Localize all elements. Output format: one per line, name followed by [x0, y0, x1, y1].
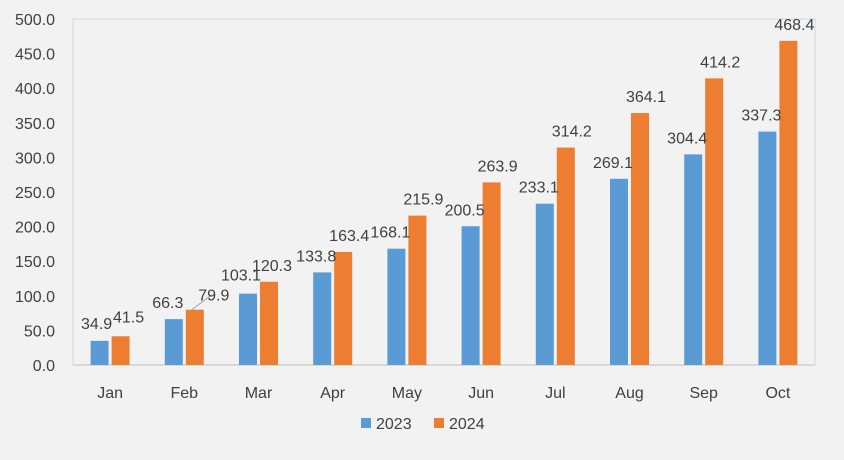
data-label: 233.1	[519, 180, 559, 197]
legend-swatch	[361, 418, 371, 428]
bar-2024-oct	[779, 40, 798, 366]
bar-2024-may	[408, 215, 427, 365]
bars-group	[90, 40, 798, 366]
bar-2023-jan	[90, 340, 109, 365]
legend: 2023 2024	[361, 416, 485, 433]
x-tick-label: Apr	[320, 385, 346, 402]
y-tick-label: 50.0	[24, 323, 55, 340]
bar-2024-jul	[556, 147, 575, 365]
y-tick-label: 250.0	[15, 185, 55, 202]
y-tick-label: 350.0	[15, 116, 55, 133]
bar-2024-jun	[482, 182, 501, 365]
bar-2023-apr	[313, 272, 332, 365]
y-tick-label: 500.0	[15, 12, 55, 29]
data-label: 414.2	[700, 54, 740, 71]
data-label: 120.3	[252, 258, 292, 275]
data-label: 269.1	[593, 155, 633, 172]
bar-2024-mar	[260, 281, 278, 365]
x-tick-label: Mar	[245, 385, 273, 402]
data-label: 66.3	[152, 295, 183, 312]
y-tick-label: 150.0	[15, 254, 55, 271]
data-label: 34.9	[81, 316, 112, 333]
bar-2023-aug	[610, 178, 628, 365]
x-tick-label: Sep	[689, 385, 718, 402]
bar-2023-mar	[239, 293, 257, 365]
bar-2024-aug	[631, 113, 649, 365]
data-label: 364.1	[626, 89, 666, 106]
legend-label: 2023	[376, 416, 412, 433]
y-tick-label: 300.0	[15, 150, 55, 167]
data-label: 314.2	[552, 124, 592, 141]
data-label: 163.4	[329, 228, 369, 245]
data-label: 215.9	[403, 192, 443, 209]
data-label: 263.9	[478, 158, 518, 175]
x-tick-label: Aug	[615, 385, 643, 402]
data-labels: 34.9 66.3 103.1 133.8 168.1 200.5 233.1 269.1 30…	[81, 17, 814, 333]
legend-swatch	[434, 418, 444, 428]
y-tick-label: 450.0	[15, 47, 55, 64]
bar-2023-may	[387, 248, 406, 365]
y-tick-label: 400.0	[15, 81, 55, 98]
bar-2024-sep	[705, 78, 724, 365]
bar-2024-jan	[111, 336, 130, 365]
data-label: 200.5	[445, 202, 485, 219]
bar-2024-apr	[334, 251, 353, 365]
bar-2023-jun	[461, 226, 480, 365]
bar-2023-jul	[535, 203, 554, 365]
x-tick-label: Oct	[765, 385, 790, 402]
y-axis-ticks: 0.0 50.0 100.0 150.0 200.0 250.0 300.0 350.0 400…	[15, 12, 55, 375]
bar-2023-sep	[684, 154, 703, 365]
data-label: 103.1	[221, 268, 261, 285]
bar-2023-oct	[758, 131, 777, 365]
legend-label: 2024	[449, 416, 485, 433]
x-tick-label: Jan	[97, 385, 123, 402]
x-tick-label: Feb	[171, 385, 199, 402]
data-label: 304.4	[667, 130, 707, 147]
leader-line	[191, 294, 213, 311]
data-label: 468.4	[774, 17, 814, 34]
y-tick-label: 200.0	[15, 220, 55, 237]
data-label: 168.1	[370, 225, 410, 242]
data-label: 41.5	[113, 309, 144, 326]
data-label: 133.8	[296, 248, 336, 265]
data-label: 79.9	[198, 288, 229, 305]
y-tick-label: 0.0	[33, 358, 55, 375]
leader-lines	[191, 294, 213, 311]
y-tick-label: 100.0	[15, 289, 55, 306]
data-label: 337.3	[741, 108, 781, 125]
x-axis-ticks: Jan Feb Mar Apr May Jun Jul Aug Sep Oct	[97, 385, 791, 402]
bar-2024-feb	[185, 309, 204, 365]
bar-2023-feb	[164, 319, 183, 365]
x-tick-label: Jul	[545, 385, 565, 402]
x-tick-label: Jun	[468, 385, 494, 402]
x-tick-label: May	[392, 385, 422, 402]
